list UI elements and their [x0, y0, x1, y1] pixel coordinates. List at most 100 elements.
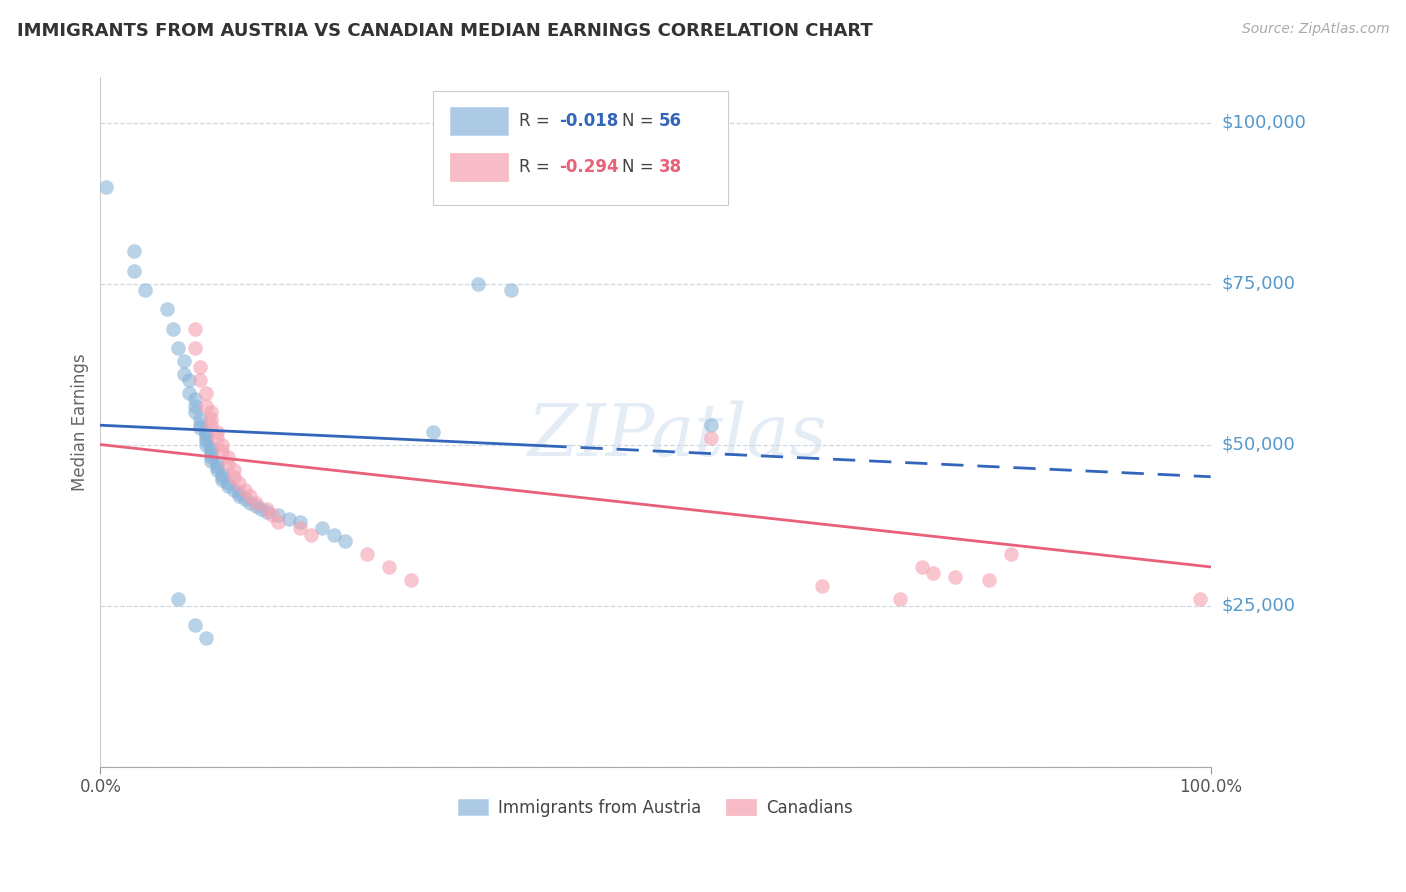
- Point: [278, 511, 301, 525]
- Point: [467, 277, 489, 291]
- FancyBboxPatch shape: [450, 107, 508, 135]
- Text: N =: N =: [623, 112, 659, 130]
- Point: [205, 457, 228, 471]
- Point: [134, 283, 156, 297]
- Point: [378, 560, 401, 574]
- Point: [233, 492, 256, 507]
- Point: [122, 244, 145, 259]
- Point: [211, 437, 233, 451]
- Point: [239, 489, 262, 503]
- Point: [200, 444, 222, 458]
- Point: [290, 521, 312, 535]
- Point: [188, 411, 211, 425]
- Point: [183, 618, 205, 632]
- Point: [922, 566, 945, 581]
- Point: [222, 483, 245, 497]
- Point: [200, 418, 222, 433]
- Point: [811, 579, 834, 593]
- Point: [267, 515, 290, 529]
- Text: Source: ZipAtlas.com: Source: ZipAtlas.com: [1241, 22, 1389, 37]
- Point: [194, 631, 217, 645]
- Text: $100,000: $100,000: [1222, 113, 1306, 131]
- Point: [205, 425, 228, 439]
- Point: [217, 457, 239, 471]
- Text: 56: 56: [659, 112, 682, 130]
- Point: [211, 467, 233, 481]
- Point: [233, 483, 256, 497]
- Point: [256, 502, 278, 516]
- Point: [200, 405, 222, 419]
- Point: [222, 463, 245, 477]
- Text: ZIPatlas: ZIPatlas: [527, 401, 828, 471]
- Point: [205, 463, 228, 477]
- Point: [700, 418, 723, 433]
- Point: [183, 399, 205, 413]
- Point: [156, 302, 179, 317]
- Point: [422, 425, 444, 439]
- Text: N =: N =: [623, 158, 659, 176]
- Point: [250, 502, 273, 516]
- Point: [188, 421, 211, 435]
- Point: [222, 469, 245, 483]
- Point: [200, 411, 222, 425]
- Point: [194, 434, 217, 449]
- Point: [228, 486, 250, 500]
- Point: [356, 547, 378, 561]
- Legend: Immigrants from Austria, Canadians: Immigrants from Austria, Canadians: [451, 792, 859, 823]
- FancyBboxPatch shape: [433, 91, 728, 205]
- Point: [211, 444, 233, 458]
- Point: [173, 354, 195, 368]
- FancyBboxPatch shape: [450, 153, 508, 181]
- Text: $75,000: $75,000: [1222, 275, 1296, 293]
- Point: [217, 479, 239, 493]
- Point: [183, 321, 205, 335]
- Point: [333, 534, 356, 549]
- Point: [256, 505, 278, 519]
- Text: R =: R =: [519, 158, 555, 176]
- Point: [200, 450, 222, 465]
- Point: [211, 473, 233, 487]
- Point: [179, 386, 201, 401]
- Point: [228, 476, 250, 491]
- Point: [267, 508, 290, 523]
- Point: [162, 321, 184, 335]
- Point: [239, 495, 262, 509]
- Point: [399, 573, 422, 587]
- Point: [217, 476, 239, 491]
- Point: [167, 592, 190, 607]
- Point: [200, 447, 222, 461]
- Point: [299, 527, 322, 541]
- Point: [200, 453, 222, 467]
- Text: R =: R =: [519, 112, 555, 130]
- Point: [188, 373, 211, 387]
- Point: [943, 569, 966, 583]
- Point: [183, 392, 205, 407]
- Point: [194, 425, 217, 439]
- Point: [889, 592, 911, 607]
- Point: [194, 399, 217, 413]
- Point: [290, 515, 312, 529]
- Point: [1188, 592, 1211, 607]
- Text: $25,000: $25,000: [1222, 597, 1296, 615]
- Text: $50,000: $50,000: [1222, 435, 1295, 453]
- Text: 38: 38: [659, 158, 682, 176]
- Point: [194, 386, 217, 401]
- Point: [245, 495, 267, 509]
- Point: [911, 560, 934, 574]
- Point: [194, 431, 217, 445]
- Point: [262, 508, 284, 523]
- Point: [311, 521, 333, 535]
- Point: [205, 431, 228, 445]
- Point: [188, 418, 211, 433]
- Point: [94, 180, 117, 194]
- Text: -0.294: -0.294: [560, 158, 619, 176]
- Point: [200, 441, 222, 455]
- Point: [977, 573, 1000, 587]
- Point: [322, 527, 344, 541]
- Point: [122, 263, 145, 277]
- Point: [194, 428, 217, 442]
- Point: [179, 373, 201, 387]
- Point: [228, 489, 250, 503]
- Text: -0.018: -0.018: [560, 112, 619, 130]
- Point: [183, 341, 205, 355]
